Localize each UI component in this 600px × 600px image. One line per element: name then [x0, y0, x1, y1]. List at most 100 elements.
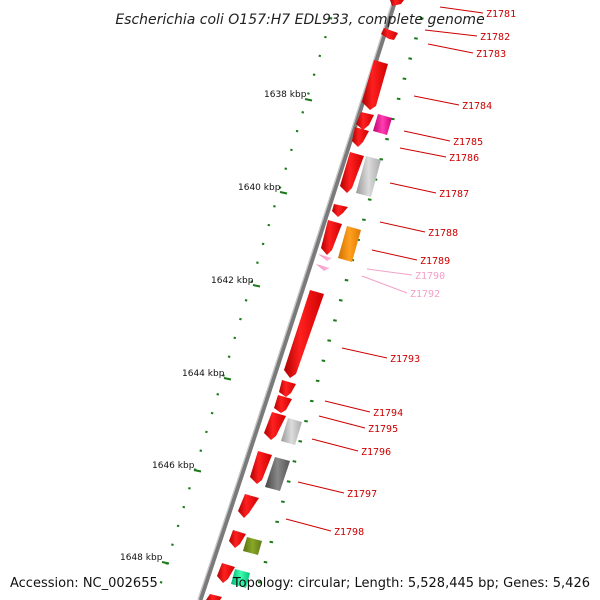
scale-minor-tick	[267, 223, 271, 227]
gene-label[interactable]: Z1785	[453, 137, 483, 148]
genes	[206, 0, 404, 600]
scale-minor-tick	[344, 278, 349, 282]
gene-label[interactable]: Z1792	[410, 289, 440, 300]
gene-label-leader	[371, 249, 418, 261]
gene-feature[interactable]	[231, 569, 250, 588]
scale-minor-tick	[280, 500, 285, 504]
gene-label[interactable]: Z1783	[476, 49, 506, 60]
scale-major-tick	[252, 284, 261, 288]
gene-feature[interactable]	[250, 451, 272, 484]
scale-minor-tick	[269, 540, 274, 544]
scale-minor-tick	[290, 148, 293, 152]
gene-feature[interactable]	[217, 563, 235, 583]
scale-minor-tick	[210, 411, 214, 415]
scale-minor-tick	[188, 487, 191, 490]
scale-minor-tick	[261, 242, 265, 246]
scale-minor-tick	[408, 57, 413, 60]
scale-minor-tick	[273, 205, 276, 208]
gene-label[interactable]: Z1786	[449, 153, 479, 164]
scale-label: 1644 kbp	[182, 369, 225, 379]
gene-feature[interactable]	[338, 226, 361, 262]
scale-minor-tick	[329, 17, 333, 20]
gene-label[interactable]: Z1794	[373, 408, 403, 419]
scale-minor-tick	[379, 158, 384, 161]
scale-label: 1638 kbp	[264, 90, 307, 100]
scale-minor-tick	[396, 97, 401, 101]
gene-feature[interactable]	[362, 60, 388, 110]
scale-major-tick	[279, 191, 288, 195]
scale-minor-tick	[312, 73, 316, 76]
gene-label[interactable]: Z1797	[347, 489, 377, 500]
gene-label[interactable]: Z1787	[439, 189, 469, 200]
gene-feature[interactable]	[318, 254, 332, 261]
gene-feature[interactable]	[264, 412, 286, 440]
scale-major-tick	[161, 561, 170, 565]
gene-feature[interactable]	[284, 290, 324, 378]
gene-feature[interactable]	[229, 530, 246, 548]
gene-label[interactable]: Z1782	[480, 32, 510, 43]
scale-minor-tick	[216, 393, 220, 396]
gene-label-leader	[379, 221, 426, 233]
scale-major-tick	[223, 377, 232, 381]
scale-minor-tick	[315, 379, 320, 383]
gene-feature[interactable]	[206, 594, 222, 600]
scale-labels: 1638 kbp 1640 kbp 1642 kbp 1644 kbp 1646 kbp…	[120, 90, 313, 565]
scale-minor-tick	[227, 355, 231, 358]
gene-feature[interactable]	[356, 112, 374, 130]
gene-label-leader	[311, 438, 359, 452]
gene-feature[interactable]	[381, 28, 398, 40]
gene-feature[interactable]	[265, 457, 290, 491]
genome-title: Escherichia coli O157:H7 EDL933, complet…	[115, 12, 484, 28]
scale-minor-tick	[239, 317, 242, 321]
gene-feature[interactable]	[316, 264, 330, 271]
gene-label[interactable]: Z1798	[334, 527, 364, 538]
scale-minor-tick	[233, 336, 237, 340]
gene-feature[interactable]	[279, 380, 296, 397]
gene-feature[interactable]	[281, 418, 302, 445]
gene-feature[interactable]	[332, 204, 348, 217]
gene-label[interactable]: Z1788	[428, 228, 458, 239]
gene-feature[interactable]	[352, 127, 369, 147]
gene-label-leader	[413, 95, 460, 106]
gene-feature[interactable]	[243, 537, 262, 555]
topology-text: Topology: circular; Length: 5,528,445 bp…	[232, 576, 590, 591]
scale-minor-tick	[286, 480, 291, 483]
gene-label[interactable]: Z1784	[462, 101, 492, 112]
scale-minor-tick	[295, 129, 299, 133]
scale-minor-tick	[307, 92, 310, 95]
gene-feature[interactable]	[373, 114, 392, 135]
scale-minor-tick	[176, 524, 180, 528]
gene-label[interactable]: Z1793	[390, 354, 420, 365]
gene-label[interactable]: Z1789	[420, 256, 450, 267]
genome-backbone-highlight	[197, 0, 394, 600]
gene-feature[interactable]	[390, 0, 404, 6]
gene-label[interactable]: Z1781	[486, 9, 516, 20]
gene-feature[interactable]	[274, 395, 292, 413]
gene-feature[interactable]	[356, 156, 381, 197]
accession-text: Accession: NC_002655	[10, 576, 158, 591]
gene-label-leader	[424, 29, 478, 37]
scale-minor-tick	[250, 280, 254, 283]
scale-minor-tick	[327, 339, 332, 342]
gene-label[interactable]: Z1796	[361, 447, 391, 458]
label-leaders	[285, 6, 484, 532]
gene-label-leader	[361, 275, 408, 294]
gene-label[interactable]: Z1790	[415, 271, 445, 282]
gene-feature[interactable]	[238, 494, 259, 518]
gene-feature[interactable]	[340, 152, 364, 193]
gene-label-leader	[341, 347, 388, 359]
scale-minor-tick	[205, 430, 208, 434]
scale-minor-tick	[367, 198, 372, 201]
scale-minor-tick	[333, 319, 337, 322]
scale-minor-tick	[301, 111, 305, 114]
scale-minor-tick	[278, 186, 282, 189]
scale-minor-tick	[309, 399, 314, 403]
gene-feature[interactable]	[321, 220, 342, 255]
gene-label-leader	[389, 182, 437, 194]
gene-label[interactable]: Z1795	[368, 424, 398, 435]
gene-label-leader	[366, 268, 413, 276]
scale-minor-tick	[171, 543, 174, 546]
scale-label: 1648 kbp	[120, 553, 163, 563]
scale-minor-tick	[338, 299, 343, 302]
